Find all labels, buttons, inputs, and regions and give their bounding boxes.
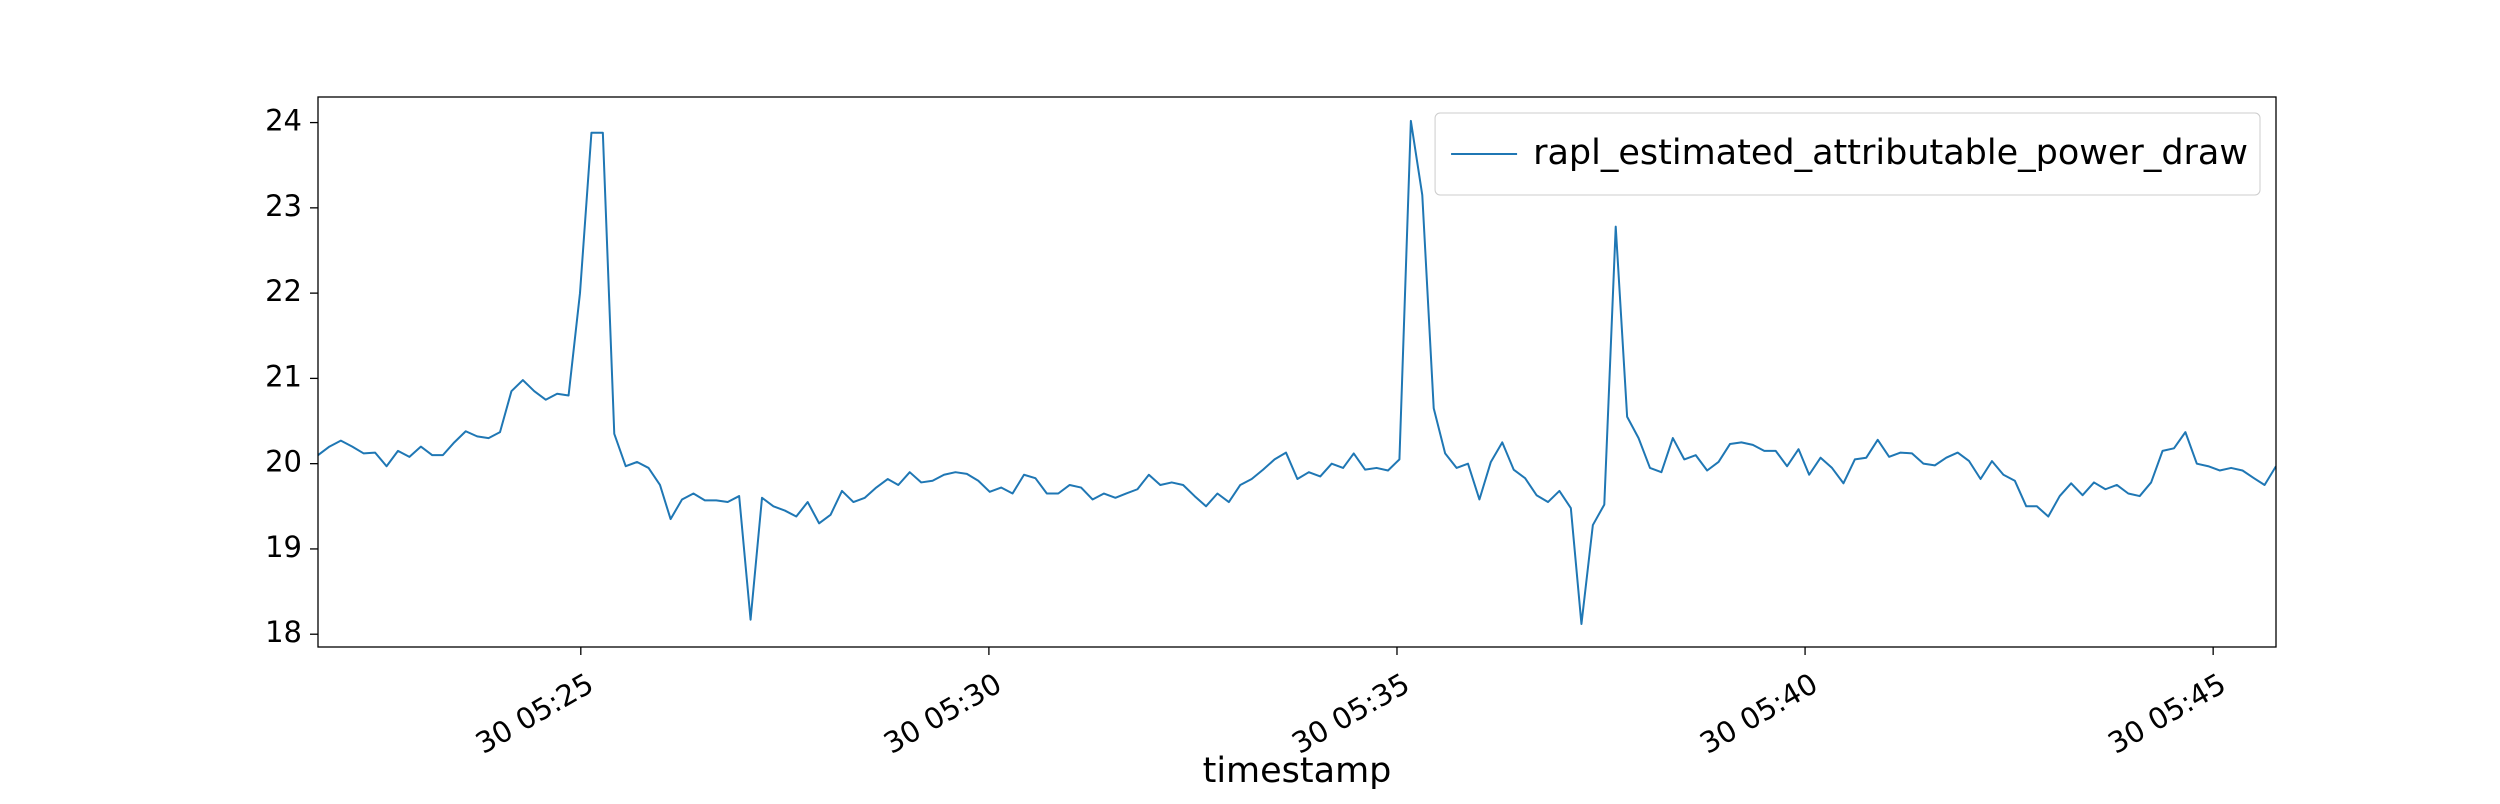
y-tick-label: 24 xyxy=(265,104,302,138)
x-tick-label: 30 05:35 xyxy=(1286,666,1415,760)
data-line xyxy=(318,119,2276,625)
y-tick-label: 19 xyxy=(265,530,302,564)
x-tick-label: 30 05:40 xyxy=(1694,666,1823,760)
x-tick-label: 30 05:30 xyxy=(878,666,1007,760)
legend-label: rapl_estimated_attributable_power_draw xyxy=(1533,133,2248,173)
y-tick-label: 21 xyxy=(265,359,302,393)
plot-frame xyxy=(317,96,2277,648)
y-tick-label: 22 xyxy=(265,274,302,308)
x-tick-label: 30 05:25 xyxy=(470,666,599,760)
legend-box xyxy=(1434,112,2261,196)
legend: rapl_estimated_attributable_power_draw xyxy=(1434,112,2261,196)
y-tick-label: 23 xyxy=(265,189,302,223)
x-tick-label: 30 05:45 xyxy=(2102,666,2231,760)
y-tick-label: 18 xyxy=(265,615,302,649)
x-axis-label: timestamp xyxy=(1203,751,1392,791)
y-tick-label: 20 xyxy=(265,445,302,479)
